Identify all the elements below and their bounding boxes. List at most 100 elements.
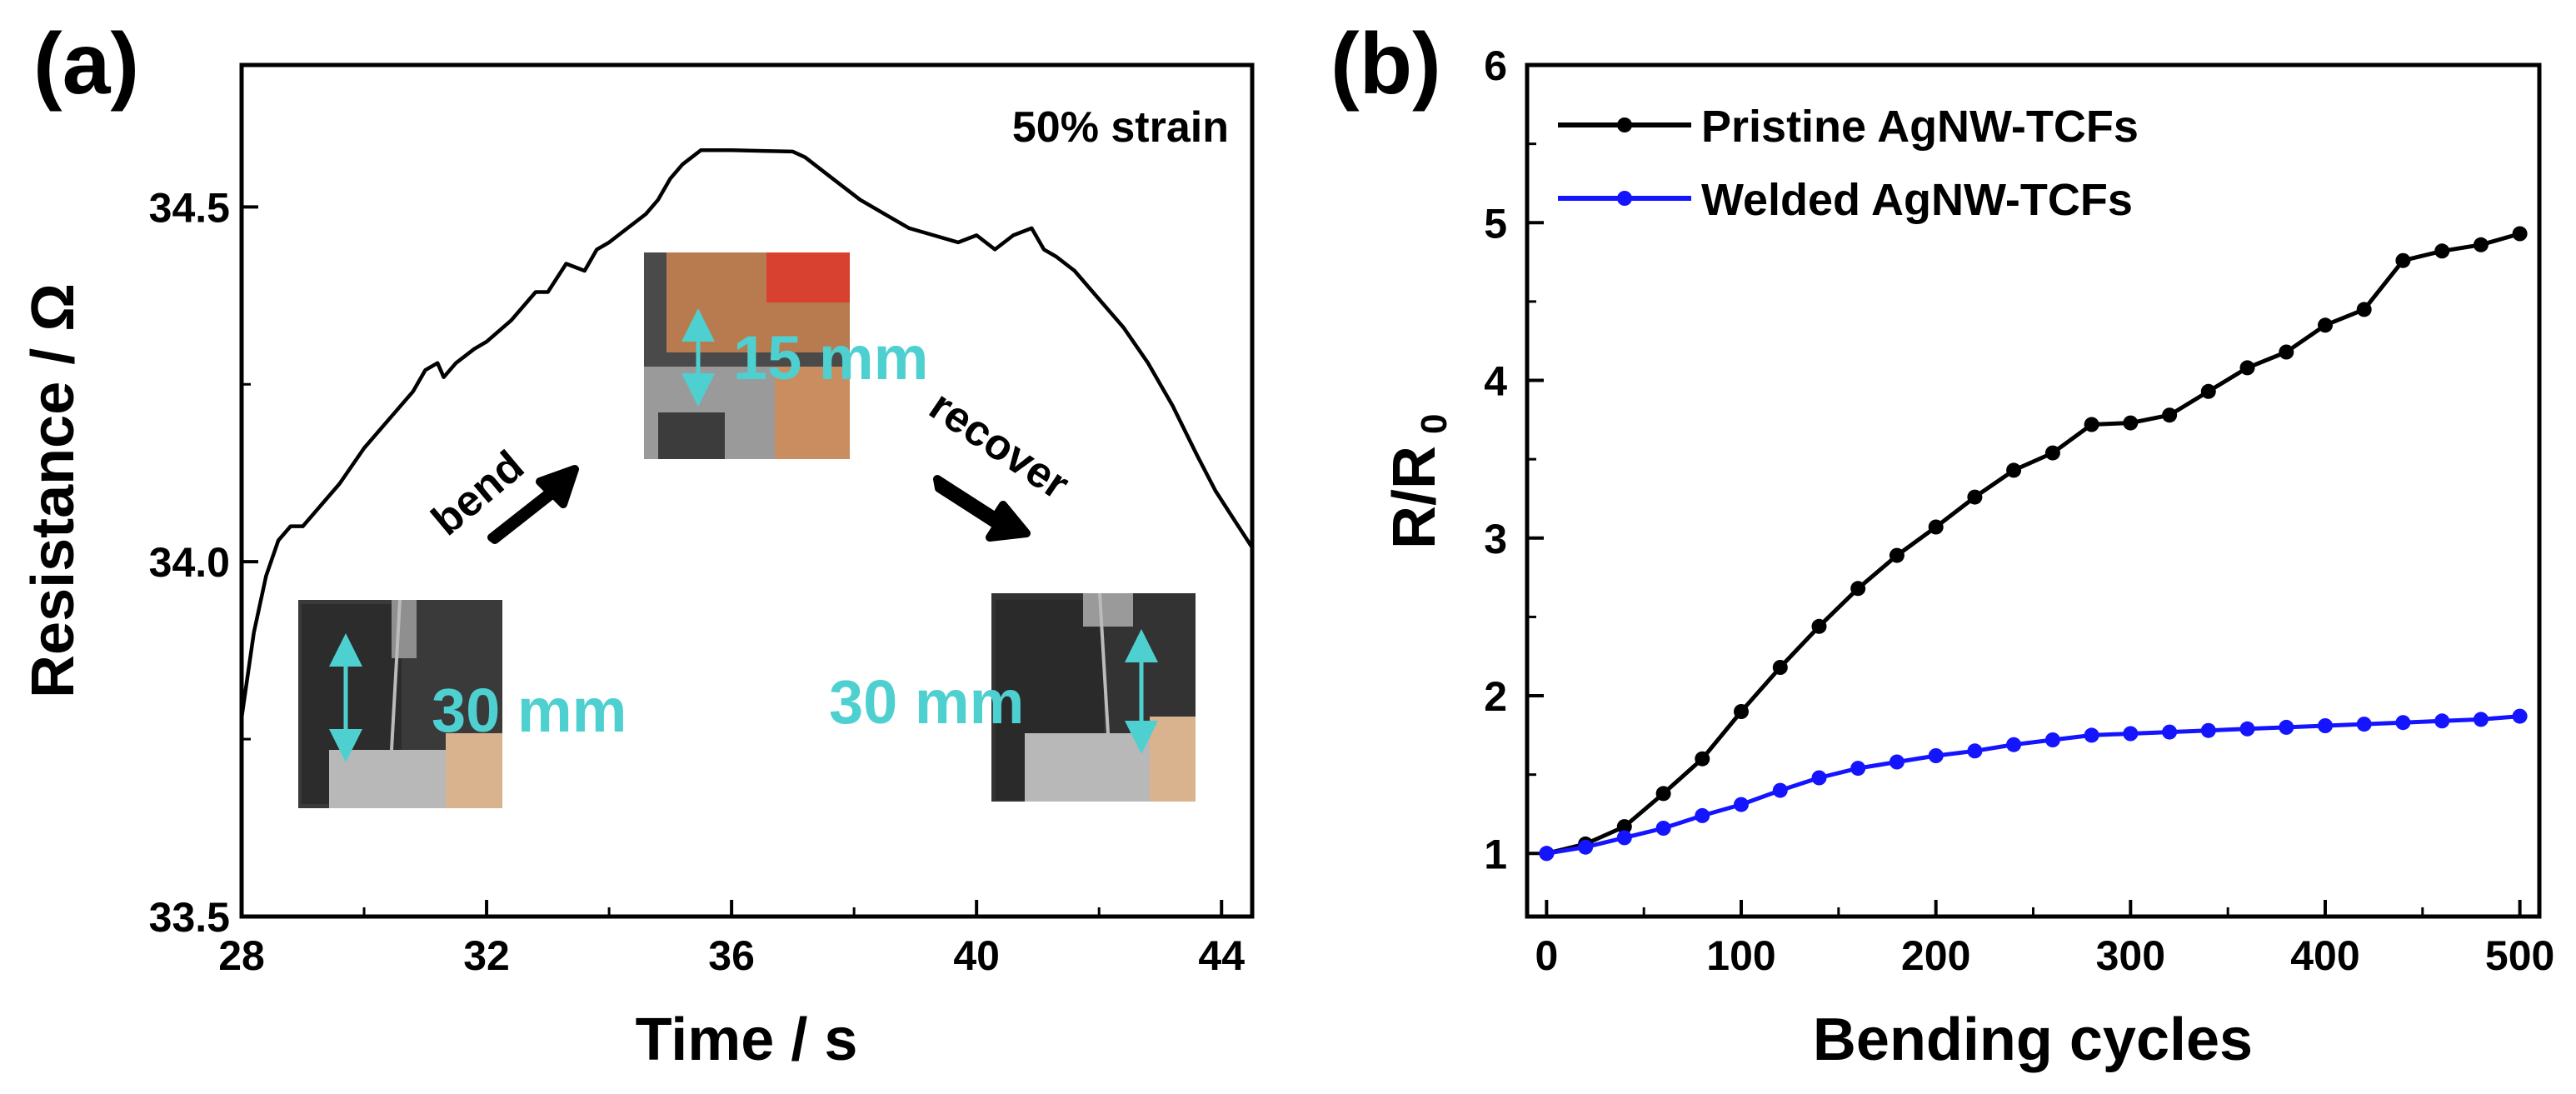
panel-a-x-tick-label: 32 xyxy=(463,932,510,979)
panel-a-x-tick-label: 40 xyxy=(953,932,1000,979)
panel-b-x-tick-label: 0 xyxy=(1535,932,1558,979)
panel-a-y-tick-label: 33.5 xyxy=(149,894,230,941)
panel-b-x-tick-label: 300 xyxy=(2096,932,2165,979)
panel-b-y-tick-label: 1 xyxy=(1484,831,1507,877)
series-0-point xyxy=(2356,302,2372,317)
series-1-point xyxy=(2200,722,2216,738)
panel-a-frame xyxy=(239,62,1255,919)
series-0-point xyxy=(2084,417,2099,432)
series-0-point xyxy=(2512,226,2528,242)
series-1-point xyxy=(2084,727,2099,743)
inset-photo-middle xyxy=(644,252,850,459)
inset-photo-right xyxy=(991,592,1196,802)
right-dimension-label: 30 mm xyxy=(829,667,1024,737)
series-1-point xyxy=(1850,761,1866,777)
panel-b-y-axis-title-main: R/R xyxy=(1381,446,1448,549)
series-0-point xyxy=(1928,519,1944,535)
resistance-line xyxy=(239,147,1254,718)
series-1-point xyxy=(1616,830,1632,846)
series-1-point xyxy=(1967,743,1983,759)
panel-a-x-axis-title: Time / s xyxy=(636,1007,858,1073)
panel-b-y-axis-title: R/R 0 xyxy=(1381,414,1455,549)
series-1-point xyxy=(1539,846,1555,862)
bend-label: bend xyxy=(422,442,532,545)
panel-b-x-tick-label: 400 xyxy=(2290,932,2359,979)
legend-item-pristine: Pristine AgNW-TCFs xyxy=(1558,102,2139,152)
panel-a-y-tick-label: 34.0 xyxy=(149,539,230,586)
series-1-point xyxy=(1928,748,1944,763)
series-0-point xyxy=(2044,445,2060,461)
panel-b-x-axis-title: Bending cycles xyxy=(1813,1007,2253,1073)
series-1-point xyxy=(1655,821,1671,836)
series-1-point xyxy=(2512,708,2528,724)
panel-b-y-tick-label: 6 xyxy=(1484,42,1507,89)
series-1-point xyxy=(1734,797,1749,812)
series-0-point xyxy=(1695,751,1710,767)
series-0-point xyxy=(1850,581,1866,597)
panel-b-axes: 0 100 200 300 400 500 1 2 3 4 5 6 xyxy=(1484,42,2554,979)
legend-label-welded: Welded AgNW-TCFs xyxy=(1701,175,2133,225)
strain-label: 50% strain xyxy=(1012,103,1229,152)
legend-item-welded: Welded AgNW-TCFs xyxy=(1558,175,2133,225)
series-1-point xyxy=(1889,754,1905,770)
series-1-point xyxy=(1695,807,1710,823)
series-0-point xyxy=(2162,407,2178,423)
series-1-point xyxy=(2356,717,2372,732)
recover-arrow xyxy=(933,475,1031,542)
panel-a-y-tick-label: 34.5 xyxy=(149,184,230,231)
series-0-point xyxy=(1967,489,1983,505)
series-0-point xyxy=(1616,819,1632,835)
panel-b-y-tick-label: 5 xyxy=(1484,200,1507,247)
series-0-point xyxy=(2395,252,2411,268)
series-0-point xyxy=(2123,415,2139,431)
series-1-point xyxy=(2239,721,2255,737)
panel-a-x-tick-label: 28 xyxy=(218,932,265,979)
series-line-1 xyxy=(1545,714,2520,856)
panel-b-series xyxy=(1539,226,2528,862)
series-1-point xyxy=(1772,782,1788,798)
series-0-point xyxy=(1889,547,1905,563)
bend-arrow xyxy=(487,465,579,544)
series-0-point xyxy=(1772,660,1788,675)
middle-dimension-label: 15 mm xyxy=(733,323,928,392)
series-1-point xyxy=(2318,718,2333,733)
panel-b-x-tick-label: 200 xyxy=(1901,932,1970,979)
series-0-point xyxy=(2318,317,2333,333)
series-1-point xyxy=(2473,712,2489,727)
inset-photo-left xyxy=(298,599,502,808)
panel-b: (b) 0 100 200 300 400 500 1 2 3 4 5 6 Pristine AgNW… xyxy=(1330,16,2554,1073)
series-0-point xyxy=(2279,344,2294,360)
series-0-point xyxy=(2434,243,2450,259)
panel-a-label: (a) xyxy=(33,16,139,112)
panel-a-y-axis-title: Resistance / Ω xyxy=(20,283,87,698)
legend: Pristine AgNW-TCFs Welded AgNW-TCFs xyxy=(1558,102,2139,225)
series-1-point xyxy=(1811,770,1827,786)
series-0-point xyxy=(2200,383,2216,399)
panel-a-axes: 28 32 36 40 44 33.5 34.0 34.5 xyxy=(149,184,1246,979)
series-1-point xyxy=(2434,713,2450,729)
panel-a: (a) xyxy=(20,16,1255,1073)
left-dimension-label: 30 mm xyxy=(432,676,627,745)
series-1-point xyxy=(2044,732,2060,747)
series-0-point xyxy=(2006,462,2022,478)
series-1-point xyxy=(2279,719,2294,735)
series-0-point xyxy=(1734,704,1749,719)
series-1-point xyxy=(1578,839,1594,855)
series-0-point xyxy=(2473,237,2489,252)
series-1-point xyxy=(2162,724,2178,740)
series-line-0 xyxy=(1545,232,2521,856)
panel-a-x-tick-label: 44 xyxy=(1198,932,1245,979)
panel-b-x-tick-label: 100 xyxy=(1706,932,1775,979)
series-0-point xyxy=(1811,618,1827,634)
panel-b-y-tick-label: 2 xyxy=(1484,673,1507,720)
series-0-point xyxy=(2239,360,2255,376)
series-0-point xyxy=(1655,786,1671,802)
series-1-point xyxy=(2006,737,2022,752)
panel-b-y-axis-title-sub: 0 xyxy=(1414,414,1455,434)
series-1-point xyxy=(2123,726,2139,742)
panel-b-label: (b) xyxy=(1330,16,1441,112)
panel-b-frame xyxy=(1525,62,2542,919)
panel-b-y-tick-label: 3 xyxy=(1484,516,1507,562)
legend-label-pristine: Pristine AgNW-TCFs xyxy=(1701,102,2139,152)
